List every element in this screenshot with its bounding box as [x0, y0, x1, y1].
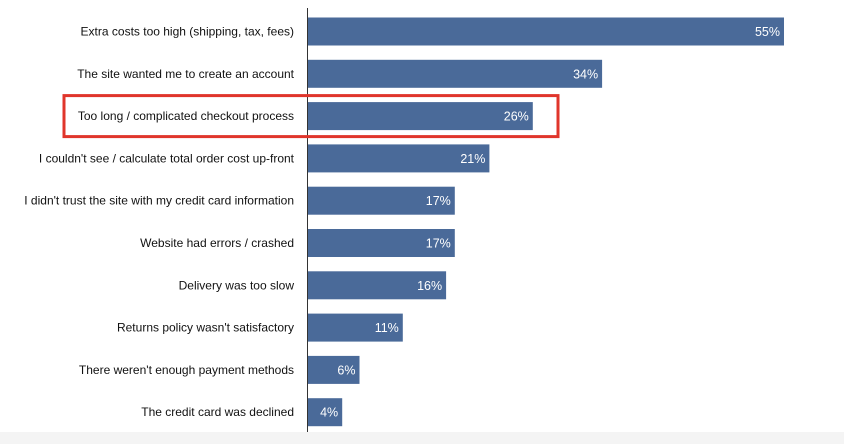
bar	[307, 313, 403, 342]
bottom-band	[0, 432, 844, 444]
bars-layer	[307, 17, 784, 427]
bar	[307, 59, 603, 88]
value-label: 4%	[320, 406, 338, 420]
category-label: Too long / complicated checkout process	[78, 109, 294, 123]
category-label: I didn't trust the site with my credit c…	[24, 194, 294, 208]
bar	[307, 229, 455, 257]
bar	[307, 144, 490, 173]
category-label: Extra costs too high (shipping, tax, fee…	[81, 25, 294, 39]
value-labels-layer: 55% 34% 26% 21% 17% 17% 16% 11% 6% 4%	[320, 25, 780, 420]
bar	[307, 17, 784, 46]
category-label: The site wanted me to create an account	[77, 67, 294, 81]
value-label: 11%	[375, 321, 399, 335]
category-label: There weren't enough payment methods	[79, 363, 294, 377]
value-label: 21%	[460, 152, 485, 166]
category-label: Website had errors / crashed	[140, 236, 294, 250]
value-label: 6%	[337, 363, 355, 377]
category-label: The credit card was declined	[141, 405, 294, 419]
category-label: Delivery was too slow	[179, 278, 295, 292]
value-label: 55%	[755, 25, 780, 39]
category-label: Returns policy wasn't satisfactory	[117, 321, 294, 335]
category-labels-layer: Extra costs too high (shipping, tax, fee…	[24, 25, 294, 420]
bar	[307, 398, 343, 427]
value-label: 16%	[417, 279, 442, 293]
highlight-box	[62, 94, 560, 139]
value-label: 17%	[426, 194, 451, 208]
bar	[307, 186, 455, 215]
category-label: I couldn't see / calculate total order c…	[39, 151, 295, 165]
value-label: 34%	[573, 67, 598, 81]
bar	[307, 355, 360, 384]
bar	[307, 102, 533, 131]
bar	[307, 271, 447, 300]
value-label: 26%	[504, 110, 529, 124]
value-label: 17%	[426, 237, 451, 251]
